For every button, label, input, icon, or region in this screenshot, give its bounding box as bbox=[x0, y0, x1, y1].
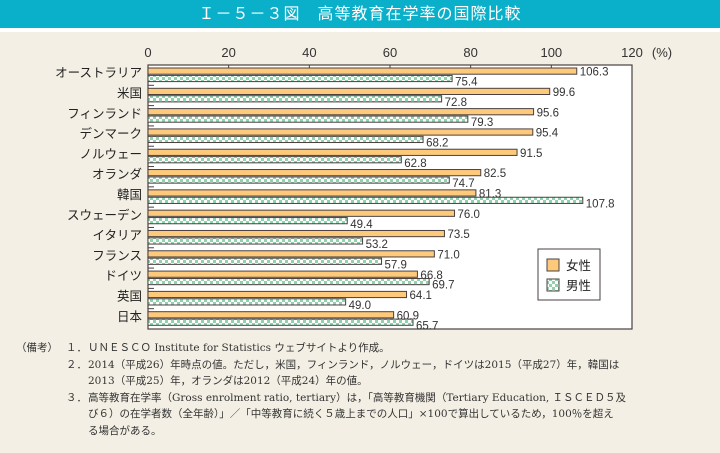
figure-title: Ｉ－５－３図 高等教育在学率の国際比較 bbox=[0, 0, 720, 28]
note-line: 2014（平成26）年時点の値。ただし，米国，フィンランド，ノルウェー，ドイツは… bbox=[88, 358, 620, 371]
bar-male bbox=[147, 115, 469, 123]
bar-female bbox=[147, 87, 551, 96]
bar-female bbox=[147, 148, 518, 156]
data-label: 69.7 bbox=[432, 280, 454, 292]
category-label: オランダ bbox=[92, 167, 142, 182]
data-label: 76.0 bbox=[458, 209, 480, 221]
data-label: 49.4 bbox=[350, 219, 373, 231]
bar-female bbox=[147, 229, 445, 238]
data-label: 95.4 bbox=[536, 128, 559, 140]
bar-male bbox=[147, 135, 424, 144]
data-label: 62.8 bbox=[404, 158, 426, 170]
data-label: 95.6 bbox=[537, 107, 559, 119]
category-label: 英国 bbox=[117, 289, 142, 304]
legend-label: 男性 bbox=[566, 278, 591, 293]
bar-female bbox=[147, 189, 477, 197]
data-label: 57.9 bbox=[385, 259, 407, 271]
note-number: ２． bbox=[66, 358, 87, 371]
note-line: 高等教育在学率（Gross enrolment ratio, tertiary）… bbox=[88, 391, 627, 404]
data-label: 68.2 bbox=[426, 138, 448, 150]
data-label: 73.5 bbox=[447, 229, 469, 241]
bar-female bbox=[147, 311, 395, 319]
note-text: ＵＮＥＳＣＯ Institute for Statistics ウェブサイトより… bbox=[88, 340, 706, 357]
bar-chart: 0 20 40 60 80 100 120 (%) オーストラリア米国フィンランドデンマークノ… bbox=[55, 45, 672, 332]
notes-head: （備考） bbox=[16, 342, 58, 354]
data-label: 79.3 bbox=[471, 117, 493, 129]
notes: （備考） １． ＵＮＥＳＣＯ Institute for Statistics … bbox=[16, 340, 706, 439]
category-label: ドイツ bbox=[104, 268, 142, 283]
bar-male bbox=[147, 176, 450, 184]
legend-label: 女性 bbox=[566, 258, 591, 273]
category-label: 米国 bbox=[117, 85, 142, 100]
data-label: 106.3 bbox=[580, 67, 609, 79]
bar-female bbox=[147, 209, 456, 217]
data-label: 74.7 bbox=[452, 178, 474, 190]
x-tick-label: 80 bbox=[463, 45, 477, 60]
bar-female bbox=[147, 169, 482, 177]
note-2: ２． 2014（平成26）年時点の値。ただし，米国，フィンランド，ノルウェー，ド… bbox=[16, 357, 706, 390]
legend-swatch-male bbox=[546, 278, 560, 292]
bar-male bbox=[147, 257, 383, 265]
note-text: 高等教育在学率（Gross enrolment ratio, tertiary）… bbox=[88, 390, 706, 440]
category-label: フィンランド bbox=[67, 106, 142, 121]
note-line: ＵＮＥＳＣＯ Institute for Statistics ウェブサイトより… bbox=[88, 342, 390, 354]
data-label: 65.7 bbox=[416, 320, 438, 332]
bar-female bbox=[147, 108, 535, 116]
category-label: 日本 bbox=[117, 309, 143, 324]
x-tick-label: 100 bbox=[540, 45, 562, 60]
category-label: スウェーデン bbox=[67, 207, 142, 222]
data-label: 53.2 bbox=[366, 239, 388, 251]
note-line: 2013（平成25）年，オランダは2012（平成24）年の値。 bbox=[88, 375, 368, 387]
data-label: 49.0 bbox=[349, 300, 371, 312]
data-label: 71.0 bbox=[437, 249, 459, 261]
title-divider bbox=[0, 28, 720, 32]
category-label: デンマーク bbox=[79, 126, 142, 141]
note-text: 2014（平成26）年時点の値。ただし，米国，フィンランド，ノルウェー，ドイツは… bbox=[88, 357, 706, 390]
bar-male bbox=[147, 95, 443, 103]
bar-male bbox=[147, 237, 364, 245]
note-number: １． bbox=[66, 342, 87, 354]
bar-male bbox=[147, 298, 347, 306]
note-3: ３． 高等教育在学率（Gross enrolment ratio, tertia… bbox=[16, 390, 706, 440]
x-unit-label: (%) bbox=[652, 45, 672, 60]
x-tick-label: 20 bbox=[221, 45, 235, 60]
data-label: 75.4 bbox=[455, 77, 478, 89]
x-tick-label: 40 bbox=[302, 45, 316, 60]
bar-male bbox=[147, 318, 414, 326]
bar-female bbox=[147, 128, 534, 136]
x-tick-label: 0 bbox=[144, 45, 151, 60]
data-label: 82.5 bbox=[484, 168, 506, 180]
bar-male bbox=[147, 156, 402, 164]
note-1: （備考） １． ＵＮＥＳＣＯ Institute for Statistics … bbox=[16, 340, 706, 357]
bar-female bbox=[147, 290, 408, 299]
category-label: イタリア bbox=[92, 228, 142, 243]
note-number: ３． bbox=[66, 391, 87, 404]
x-tick-label: 60 bbox=[383, 45, 397, 60]
category-label: フランス bbox=[92, 248, 142, 263]
bar-female bbox=[147, 67, 578, 75]
bar-male bbox=[147, 196, 584, 204]
bar-female bbox=[147, 250, 435, 258]
bar-male bbox=[147, 74, 453, 83]
bar-female bbox=[147, 270, 418, 278]
note-line: る場合がある。 bbox=[88, 424, 162, 437]
category-label: 韓国 bbox=[117, 187, 142, 202]
data-label: 64.1 bbox=[410, 290, 432, 302]
bar-male bbox=[147, 217, 348, 225]
note-line: び６）の在学者数（全年齢）」／「中等教育に続く５歳上までの人口」×100で算出し… bbox=[88, 408, 614, 420]
data-label: 72.8 bbox=[445, 97, 467, 109]
bar-male bbox=[147, 277, 430, 286]
legend-swatch-female bbox=[546, 258, 560, 272]
data-label: 91.5 bbox=[520, 148, 542, 160]
x-tick-label: 120 bbox=[621, 45, 643, 60]
data-label: 99.6 bbox=[553, 87, 575, 99]
category-label: ノルウェー bbox=[79, 146, 142, 161]
data-label: 107.8 bbox=[586, 198, 615, 210]
category-label: オーストラリア bbox=[55, 65, 142, 80]
